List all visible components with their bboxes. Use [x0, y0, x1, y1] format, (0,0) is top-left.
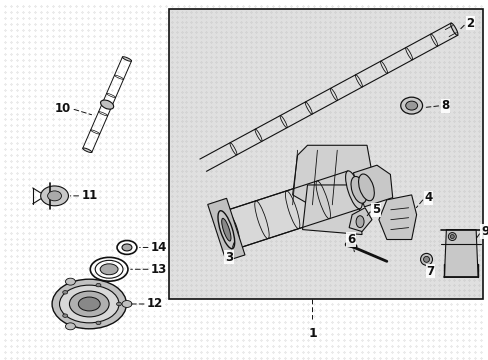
Ellipse shape	[62, 314, 67, 318]
Ellipse shape	[82, 148, 92, 153]
Ellipse shape	[420, 253, 431, 265]
Ellipse shape	[69, 291, 109, 317]
Polygon shape	[348, 208, 371, 231]
Ellipse shape	[218, 211, 234, 249]
Text: 12: 12	[146, 297, 163, 310]
Text: 14: 14	[150, 241, 167, 254]
Ellipse shape	[122, 301, 132, 307]
Ellipse shape	[358, 174, 373, 201]
Ellipse shape	[41, 186, 68, 206]
Ellipse shape	[78, 297, 100, 311]
Ellipse shape	[65, 278, 75, 285]
Ellipse shape	[96, 321, 101, 325]
Ellipse shape	[345, 171, 362, 209]
Ellipse shape	[223, 211, 239, 249]
Text: 6: 6	[346, 233, 355, 246]
Polygon shape	[353, 165, 392, 207]
Polygon shape	[302, 185, 361, 235]
Ellipse shape	[47, 191, 61, 201]
Text: 11: 11	[81, 189, 98, 202]
Ellipse shape	[450, 23, 457, 35]
Text: 7: 7	[426, 265, 434, 278]
Ellipse shape	[447, 233, 455, 240]
Ellipse shape	[65, 323, 75, 330]
Ellipse shape	[350, 176, 366, 203]
Polygon shape	[207, 198, 244, 261]
Bar	[168, 9, 482, 299]
Polygon shape	[378, 195, 416, 239]
Text: 1: 1	[307, 327, 316, 340]
Ellipse shape	[355, 216, 363, 228]
Ellipse shape	[423, 256, 428, 262]
Ellipse shape	[96, 283, 101, 287]
Ellipse shape	[122, 57, 131, 61]
Ellipse shape	[52, 279, 126, 329]
Text: 3: 3	[224, 251, 233, 264]
Ellipse shape	[101, 100, 113, 109]
Polygon shape	[292, 145, 376, 215]
Text: 4: 4	[424, 192, 432, 204]
Polygon shape	[224, 171, 359, 248]
Text: 8: 8	[441, 99, 449, 112]
Ellipse shape	[449, 235, 453, 239]
Ellipse shape	[116, 302, 121, 306]
Ellipse shape	[400, 97, 422, 114]
Text: 5: 5	[371, 203, 380, 216]
Text: 10: 10	[55, 102, 71, 115]
Ellipse shape	[405, 101, 417, 110]
Ellipse shape	[100, 264, 118, 275]
Ellipse shape	[60, 285, 119, 323]
Text: 2: 2	[465, 17, 473, 30]
Text: 9: 9	[480, 225, 488, 238]
Polygon shape	[444, 230, 477, 277]
Ellipse shape	[221, 218, 230, 241]
Ellipse shape	[122, 244, 132, 251]
Ellipse shape	[62, 291, 67, 294]
Text: 13: 13	[150, 263, 167, 276]
